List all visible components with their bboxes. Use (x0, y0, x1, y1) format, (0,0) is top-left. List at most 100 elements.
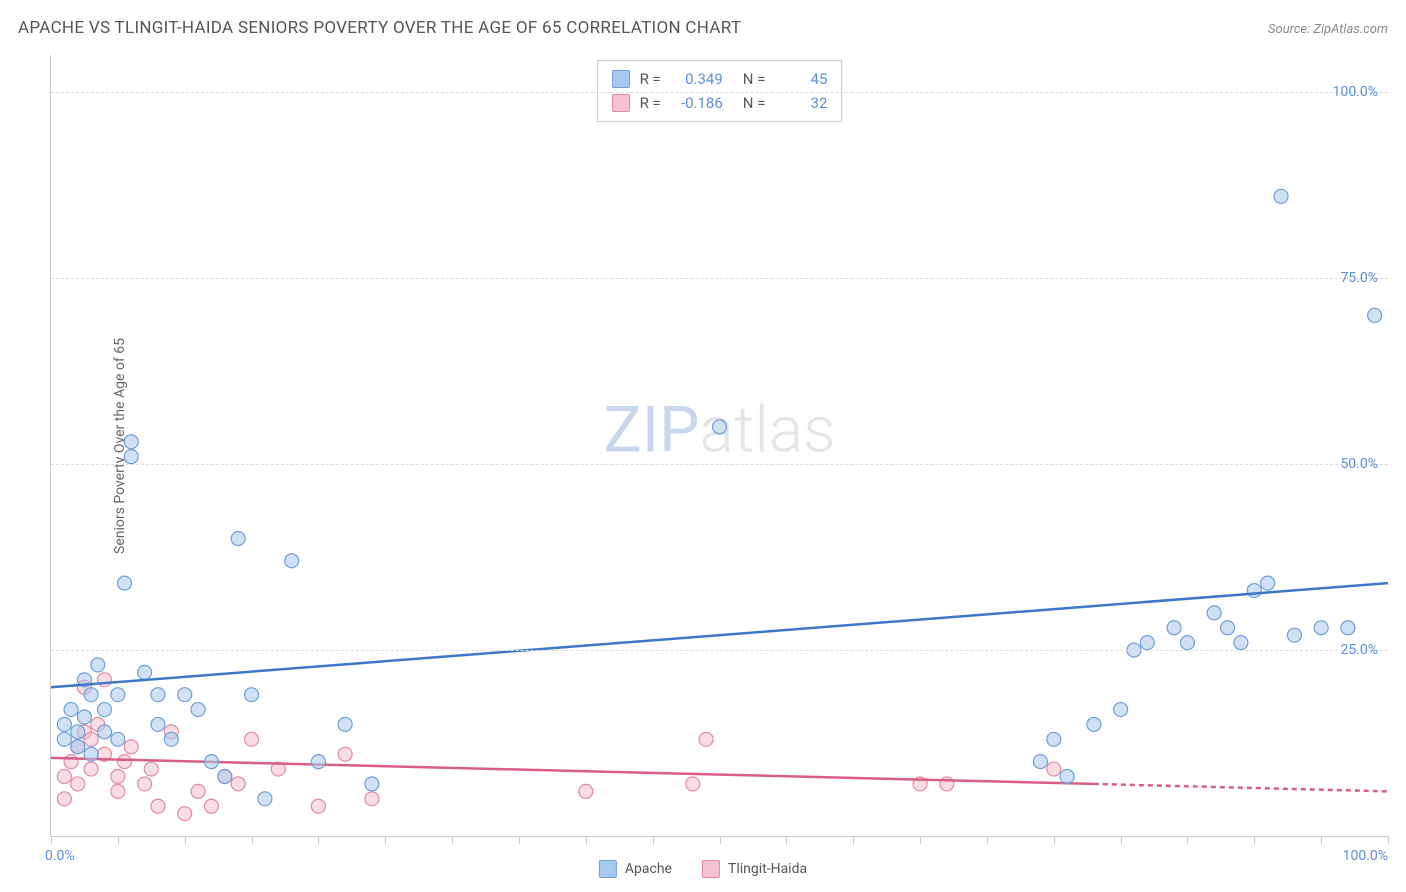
apache-point (151, 688, 165, 702)
tlingit-point (204, 799, 218, 813)
legend-item-apache: Apache (599, 860, 672, 878)
tlingit-point (365, 792, 379, 806)
apache-point (1180, 636, 1194, 650)
y-tick-label: 100.0% (1333, 84, 1378, 100)
tlingit-point (124, 740, 138, 754)
apache-point (285, 554, 299, 568)
y-tick-label: 50.0% (1340, 456, 1378, 472)
x-tick (1388, 836, 1389, 844)
tlingit-point (686, 777, 700, 791)
apache-point (57, 732, 71, 746)
legend-swatch-apache-icon (599, 860, 617, 878)
swatch-tlingit-icon (612, 94, 630, 112)
apache-point (151, 717, 165, 731)
x-tick-label: 0.0% (45, 848, 75, 864)
apache-point (178, 688, 192, 702)
apache-point (713, 420, 727, 434)
tlingit-point (71, 777, 85, 791)
gridline (51, 650, 1388, 651)
x-tick (853, 836, 854, 844)
gridline (51, 92, 1388, 93)
apache-point (1221, 621, 1235, 635)
x-tick (118, 836, 119, 844)
tlingit-point (84, 732, 98, 746)
legend-label-apache: Apache (625, 861, 672, 877)
x-tick (185, 836, 186, 844)
tlingit-point (178, 807, 192, 821)
gridline (51, 464, 1388, 465)
apache-point (1247, 584, 1261, 598)
apache-point (1314, 621, 1328, 635)
y-tick-label: 25.0% (1340, 642, 1378, 658)
legend-label-tlingit: Tlingit-Haida (728, 861, 807, 877)
tlingit-point (118, 755, 132, 769)
x-tick (586, 836, 587, 844)
apache-point (1060, 769, 1074, 783)
tlingit-point (699, 732, 713, 746)
x-tick (720, 836, 721, 844)
plot-area: ZIPatlas R = 0.349 N = 45 R = -0.186 N =… (50, 55, 1388, 837)
x-tick (452, 836, 453, 844)
apache-point (258, 792, 272, 806)
stats-row-tlingit: R = -0.186 N = 32 (612, 91, 828, 115)
chart-title: APACHE VS TLINGIT-HAIDA SENIORS POVERTY … (18, 18, 741, 38)
stats-legend: R = 0.349 N = 45 R = -0.186 N = 32 (597, 60, 843, 122)
x-tick (1187, 836, 1188, 844)
gridline (51, 278, 1388, 279)
tlingit-point (111, 784, 125, 798)
apache-point (1274, 189, 1288, 203)
tlingit-point (245, 732, 259, 746)
tlingit-n-value: 32 (775, 91, 827, 115)
apache-point (138, 665, 152, 679)
chart-source: Source: ZipAtlas.com (1268, 22, 1388, 37)
apache-point (365, 777, 379, 791)
tlingit-point (311, 799, 325, 813)
apache-point (97, 703, 111, 717)
apache-point (71, 725, 85, 739)
tlingit-trendline-extrapolated (1094, 784, 1388, 791)
apache-point (218, 769, 232, 783)
legend-item-tlingit: Tlingit-Haida (702, 860, 807, 878)
tlingit-point (57, 792, 71, 806)
apache-point (97, 725, 111, 739)
apache-point (77, 710, 91, 724)
x-tick (987, 836, 988, 844)
tlingit-point (1047, 762, 1061, 776)
tlingit-point (111, 769, 125, 783)
apache-point (71, 740, 85, 754)
x-tick (1054, 836, 1055, 844)
tlingit-point (338, 747, 352, 761)
apache-point (1033, 755, 1047, 769)
x-tick (1321, 836, 1322, 844)
apache-point (1368, 308, 1382, 322)
x-tick-label: 100.0% (1343, 848, 1388, 864)
apache-point (338, 717, 352, 731)
tlingit-r-value: -0.186 (671, 91, 723, 115)
apache-point (1047, 732, 1061, 746)
apache-r-value: 0.349 (671, 67, 723, 91)
tlingit-point (84, 762, 98, 776)
x-tick (1121, 836, 1122, 844)
tlingit-point (151, 799, 165, 813)
apache-point (111, 732, 125, 746)
apache-point (311, 755, 325, 769)
tlingit-point (57, 769, 71, 783)
tlingit-point (231, 777, 245, 791)
y-tick-label: 75.0% (1340, 270, 1378, 286)
apache-point (1207, 606, 1221, 620)
apache-point (191, 703, 205, 717)
apache-point (111, 688, 125, 702)
x-tick (252, 836, 253, 844)
tlingit-point (579, 784, 593, 798)
swatch-apache-icon (612, 70, 630, 88)
x-tick (1254, 836, 1255, 844)
apache-point (231, 531, 245, 545)
apache-point (1087, 717, 1101, 731)
tlingit-point (144, 762, 158, 776)
legend-swatch-tlingit-icon (702, 860, 720, 878)
apache-point (1167, 621, 1181, 635)
apache-point (91, 658, 105, 672)
apache-point (124, 435, 138, 449)
apache-point (204, 755, 218, 769)
chart-header: APACHE VS TLINGIT-HAIDA SENIORS POVERTY … (18, 18, 1388, 38)
